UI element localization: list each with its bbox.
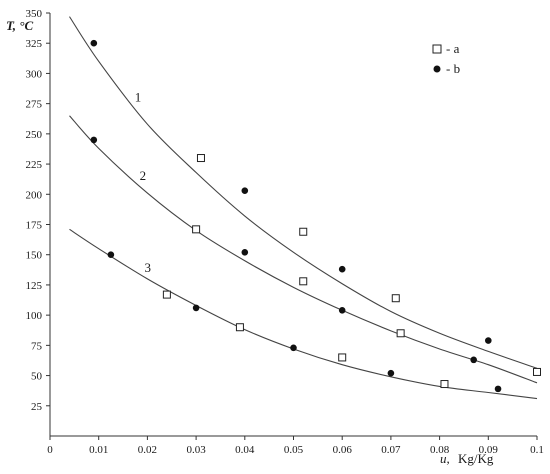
curve-1 <box>69 16 538 369</box>
y-tick-label: 25 <box>31 401 43 413</box>
x-tick-label: 0.01 <box>89 444 108 456</box>
y-tick-label: 150 <box>26 250 43 262</box>
legend: - a - b <box>432 41 460 76</box>
legend-label-b: - b <box>446 61 460 76</box>
data-point-circle <box>485 337 492 344</box>
y-tick-label: 100 <box>26 310 43 322</box>
legend-square-marker <box>432 44 442 54</box>
x-tick-label: 0.07 <box>381 444 401 456</box>
x-axis-unit: Kg/Kg <box>458 451 494 466</box>
y-tick-label: 350 <box>26 8 43 20</box>
data-point-circle <box>470 356 477 364</box>
data-point-square <box>440 380 449 389</box>
legend-label-a: - a <box>446 41 460 56</box>
x-tick-label: 0.02 <box>138 444 157 456</box>
data-point-circle <box>338 307 346 314</box>
curve-label-2: 2 <box>140 168 147 183</box>
data-point-circle <box>494 385 502 393</box>
y-tick-label: 75 <box>31 340 43 352</box>
data-point-circle <box>241 248 249 256</box>
x-tick-label: 0.1 <box>530 444 544 456</box>
y-tick-label: 200 <box>26 189 43 201</box>
data-point-square <box>338 353 347 362</box>
data-point-square <box>235 323 244 332</box>
data-point-circle <box>90 39 98 47</box>
y-tick-label: 50 <box>31 371 43 383</box>
data-point-circle <box>290 344 297 352</box>
data-point-square <box>396 329 405 338</box>
y-tick-label: 325 <box>26 38 43 50</box>
y-tick-label: 300 <box>26 68 43 80</box>
y-tick-label: 250 <box>26 129 43 141</box>
y-tick-label: 275 <box>26 99 43 111</box>
data-point-circle <box>338 265 346 273</box>
y-tick-label: 225 <box>26 159 43 171</box>
y-tick-label: 175 <box>26 220 43 232</box>
legend-circle-marker <box>433 65 441 73</box>
curve-label-1: 1 <box>135 89 142 104</box>
data-point-square <box>299 277 308 286</box>
x-tick-label: 0.09 <box>479 444 499 456</box>
data-point-circle <box>387 369 395 377</box>
y-axis-title: T, °C <box>6 18 33 33</box>
data-point-square <box>192 225 201 234</box>
x-tick-label: 0.05 <box>284 444 304 456</box>
curve-3 <box>69 228 538 400</box>
data-point-circle <box>241 187 249 194</box>
curve-label-3: 3 <box>145 260 152 275</box>
data-point-square <box>299 227 308 236</box>
data-point-square <box>162 290 171 299</box>
x-tick-label: 0.08 <box>430 444 450 456</box>
y-tick-label: 125 <box>26 280 43 292</box>
x-axis-variable: u, <box>440 451 450 466</box>
data-point-circle <box>192 304 200 312</box>
x-tick-label: 0.04 <box>235 444 255 456</box>
x-axis-title: u, Kg/Kg <box>440 451 494 466</box>
data-point-square <box>196 154 205 163</box>
x-tick-label: 0 <box>47 444 53 456</box>
data-point-circle <box>90 136 98 144</box>
data-point-circle <box>107 251 115 259</box>
curve-2 <box>69 115 538 384</box>
data-point-square <box>391 294 400 303</box>
data-point-square <box>533 367 541 376</box>
x-tick-label: 0.06 <box>333 444 353 456</box>
x-tick-label: 0.03 <box>186 444 206 456</box>
